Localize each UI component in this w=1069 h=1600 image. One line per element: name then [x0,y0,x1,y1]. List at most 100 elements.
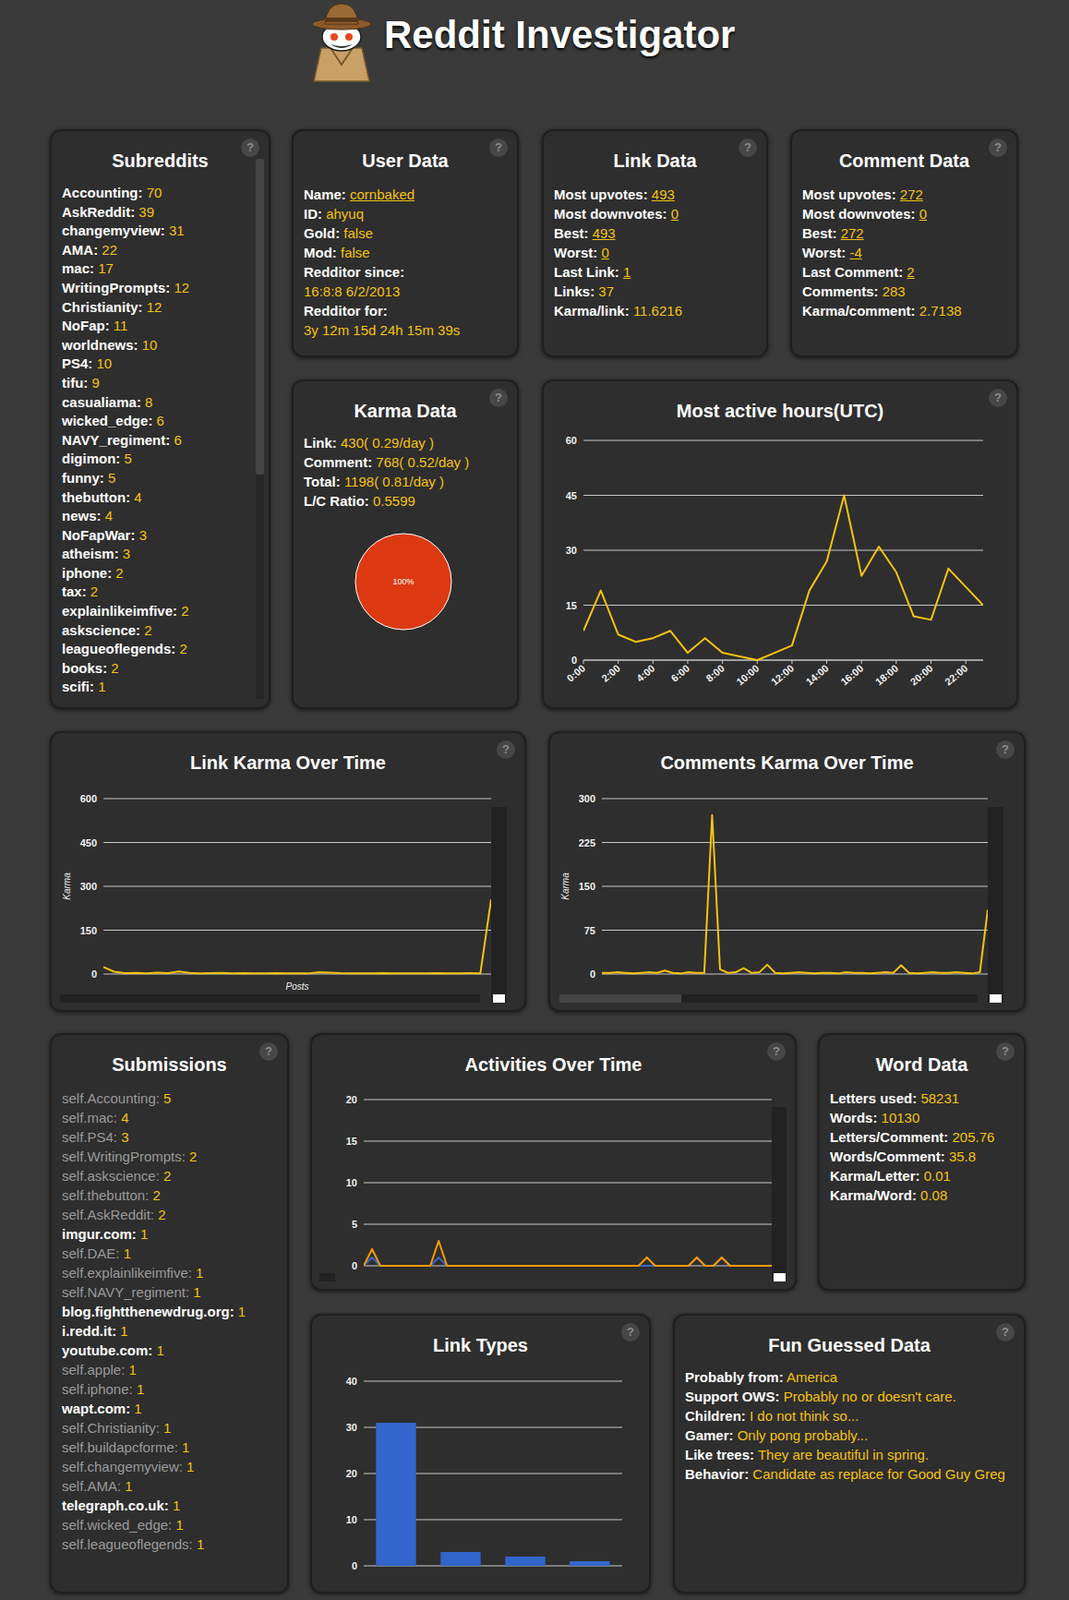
x-tick-label: 12:00 [768,661,796,687]
link-data-panel: Link Data?Most upvotes: 493Most downvote… [541,129,769,358]
chart-svg: 075150225300Karma [550,732,1024,1010]
panel-title: Comments Karma Over Time [550,751,1024,774]
item-label: Most downvotes: [802,205,916,222]
item-value[interactable]: 493 [651,186,675,203]
item-value: 2 [180,640,188,657]
series-line [103,899,492,973]
pie-slice [355,533,452,630]
help-icon[interactable]: ? [767,1042,786,1061]
y-tick-label: 75 [584,924,596,937]
item-value[interactable]: -4 [849,244,862,261]
help-icon[interactable]: ? [240,138,260,157]
item-value: 1 [163,1419,171,1436]
item-value: 1 [120,1322,128,1339]
item-value[interactable]: 0 [600,244,609,261]
logo-hat-crown [324,3,359,25]
y-tick-label: 15 [565,600,577,612]
item-label: leagueoflegends: [61,640,176,657]
list-item: Probably from: America [684,1367,1009,1387]
item-value[interactable]: 1 [623,264,631,280]
item-value: 2.7138 [919,302,962,319]
help-icon[interactable]: ? [489,138,508,157]
item-value: 3 [139,527,147,543]
list-item: atheism: 3 [61,544,254,565]
help-icon[interactable]: ? [996,1322,1015,1342]
item-value[interactable]: 272 [900,186,924,203]
item-label: Best: [553,225,589,241]
plot-group [375,1422,610,1566]
help-icon[interactable]: ? [738,138,757,157]
help-icon[interactable]: ? [489,388,508,408]
list-item: tax: 2 [61,582,254,602]
list-item: tifu: 9 [61,373,254,394]
item-label: self.Accounting: [61,1090,160,1106]
help-icon[interactable]: ? [996,740,1015,759]
item-value: America [786,1369,838,1385]
panel-title: Link Karma Over Time [51,751,525,774]
item-value: 10130 [881,1109,921,1126]
help-icon[interactable]: ? [988,388,1008,408]
logo-eye [345,33,353,41]
pie-label: 100% [392,576,414,587]
navigator-bar [491,806,507,1003]
bar [569,1561,610,1566]
list-item: Comment: 768( 0.52/day ) [303,452,503,472]
item-value: 1 [192,1284,201,1300]
item-value: 2 [163,1167,171,1184]
item-value[interactable]: 0 [671,205,679,222]
item-value[interactable]: 493 [592,225,616,241]
list-item: wicked_edge: 6 [61,411,254,432]
grid-line [363,1099,772,1101]
item-label: blog.fightthenewdrug.org: [61,1303,235,1320]
item-label: Links: [553,283,595,300]
list-item: Most downvotes: 0 [802,204,1002,224]
header: Reddit Investigator [0,0,1069,85]
logo-mustache [330,44,353,49]
navigator-handle [773,1273,786,1282]
item-value: 6 [156,412,165,429]
help-icon[interactable]: ? [621,1322,640,1342]
item-value: 2 [110,660,119,676]
item-label: Best: [802,225,838,241]
item-value: They are beautiful in spring. [757,1446,929,1463]
item-label: PS4: [61,355,93,372]
item-value: 1 [181,1439,190,1455]
list-item: Accounting: 70 [61,183,254,204]
help-icon[interactable]: ? [259,1042,278,1061]
bar [375,1422,416,1566]
item-value: Candidate as replace for Good Guy Greg [752,1465,1006,1482]
y-tick-label: 10 [346,1513,358,1526]
logo-hat-band [325,17,358,23]
list-item: NAVY_regiment: 6 [61,431,254,451]
list-item: Name: cornbaked [303,184,503,205]
comment-data-panel: Comment Data?Most upvotes: 272Most downv… [790,129,1019,358]
item-label: self.thebutton: [61,1187,149,1203]
item-value: 70 [146,184,163,201]
help-icon[interactable]: ? [988,138,1008,157]
item-value[interactable]: 0 [919,205,927,222]
item-value[interactable]: cornbaked [349,186,415,203]
list-item: Words: 10130 [829,1107,1009,1128]
item-value[interactable]: 2 [906,264,914,280]
item-value: 1 [133,1400,142,1417]
item-label: Letters/Comment: [829,1129,949,1145]
x-tick-label: 14:00 [804,661,831,687]
help-icon[interactable]: ? [496,740,516,759]
grid-line [583,440,984,442]
item-value: 1 [129,1361,137,1378]
chart-svg: 100% [293,381,517,708]
list-item: WritingPrompts: 12 [61,278,254,299]
link-types-panel: Link Types?010203040 [310,1313,651,1594]
item-value: Only pong probably... [737,1427,868,1443]
item-list: self.Accounting: 5self.mac: 4self.PS4: 3… [61,1088,273,1554]
list-item: thebutton: 4 [61,488,254,508]
help-icon[interactable]: ? [996,1042,1015,1061]
item-label: WritingPrompts: [61,279,170,296]
item-value: 205.76 [952,1129,996,1145]
panel-title: Karma Data [293,399,517,422]
x-tick [861,660,863,664]
item-label: self.DAE: [61,1245,121,1262]
list-item: self.DAE: 1 [61,1243,273,1263]
scroll-thumb [559,994,682,1003]
item-value[interactable]: 272 [840,225,865,241]
